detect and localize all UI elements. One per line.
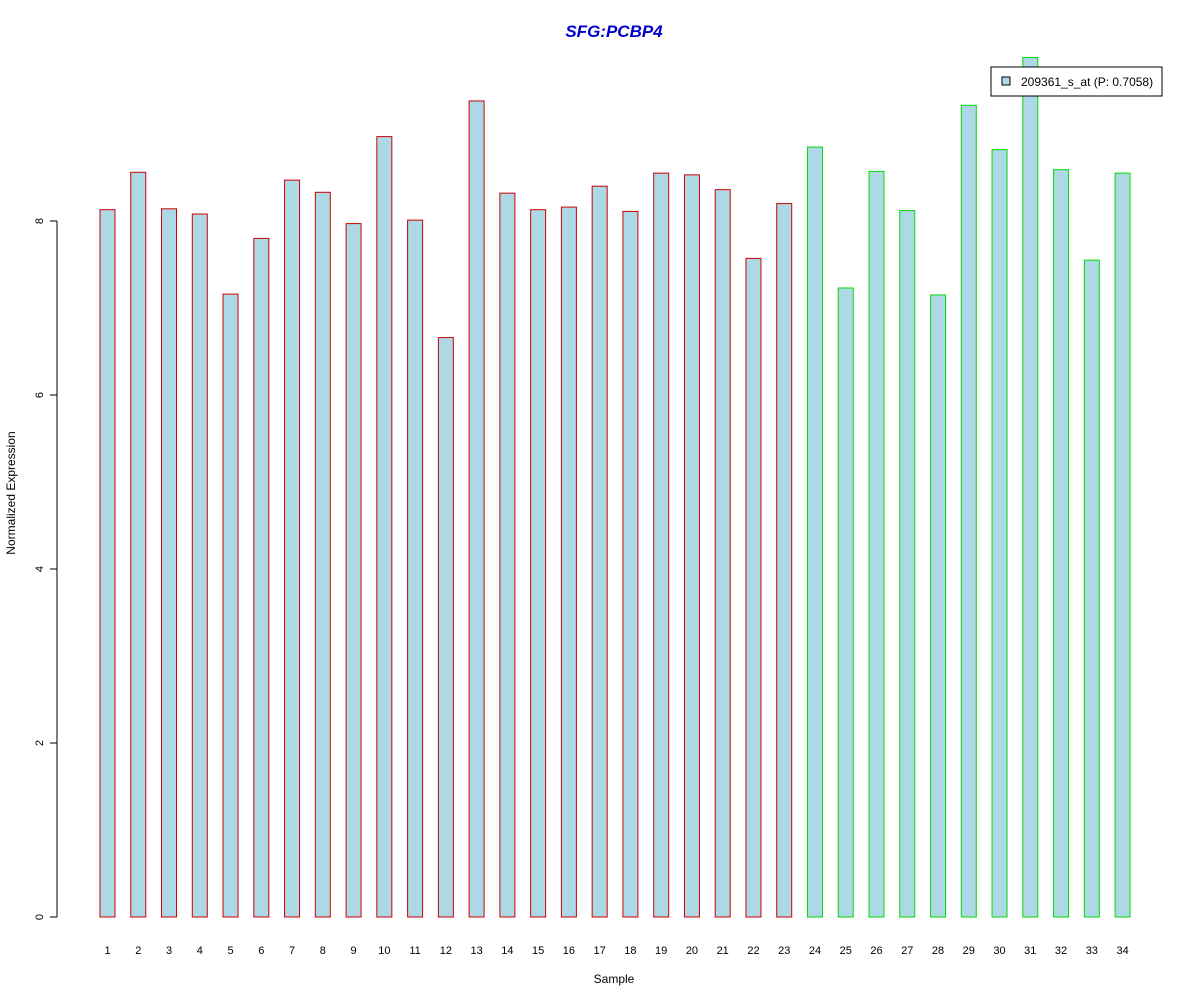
bar-sample-26 [868,170,885,918]
bar-sample-2 [130,171,147,918]
bar-sample-9 [345,223,362,918]
y-tick-label: 6 [34,392,46,398]
bar-sample-33 [1083,259,1100,918]
x-axis-label: Sample [594,972,635,986]
x-tick-label: 1 [104,945,110,957]
bar-sample-17 [591,185,608,918]
x-tick-label: 5 [227,945,233,957]
bar-sample-20 [683,174,700,918]
x-tick-label: 26 [870,945,882,957]
x-tick-label: 11 [409,945,420,957]
x-tick-label: 3 [166,945,172,957]
x-tick-label: 10 [378,945,390,957]
x-tick-label: 24 [809,945,821,957]
x-tick-label: 9 [351,945,357,957]
x-tick-label: 29 [963,945,975,957]
bar-sample-1 [99,209,116,918]
bar-sample-19 [653,172,670,918]
bar-sample-5 [222,293,239,918]
bar-sample-13 [468,100,485,918]
bar-sample-24 [806,146,823,918]
x-tick-label: 22 [747,945,759,957]
bars [99,56,1131,918]
x-tick-label: 25 [840,945,852,957]
x-tick-label: 2 [135,945,141,957]
bar-sample-23 [776,203,793,918]
legend-box [990,66,1163,97]
chart-title: SFG:PCBP4 [565,22,663,41]
x-tick-label: 34 [1116,945,1128,957]
bar-sample-27 [899,210,916,918]
bar-sample-6 [253,237,270,918]
y-axis: 0 2 4 6 8 [34,218,58,920]
y-tick-label: 0 [34,914,46,920]
bar-sample-14 [499,192,516,918]
x-tick-labels: 1 2 3 4 5 6 7 8 9 10 11 12 13 14 15 16 17 18 19 20 21 22 23 24 2… [104,945,1128,957]
x-tick-label: 12 [440,945,452,957]
legend: 209361_s_at (P: 0.7058) [990,66,1163,97]
x-tick-label: 27 [901,945,913,957]
y-tick-label: 8 [34,218,46,224]
x-tick-label: 19 [655,945,667,957]
bar-sample-22 [745,257,762,918]
bar-sample-32 [1053,169,1070,918]
bar-sample-29 [960,104,977,918]
x-tick-label: 17 [594,945,606,957]
x-tick-label: 13 [470,945,482,957]
bar-sample-34 [1114,172,1131,918]
bar-sample-25 [837,287,854,918]
y-tick-label: 2 [34,740,46,746]
x-tick-label: 4 [197,945,203,957]
bar-sample-11 [407,219,424,918]
bar-sample-12 [437,337,454,918]
x-tick-label: 30 [993,945,1005,957]
legend-swatch [1001,76,1011,86]
bar-sample-7 [284,179,301,918]
y-axis-label: Normalized Expression [4,431,18,554]
bar-sample-15 [530,209,547,918]
x-tick-label: 7 [289,945,295,957]
bar-sample-16 [560,206,577,918]
bar-sample-4 [191,213,208,918]
x-tick-label: 28 [932,945,944,957]
x-tick-label: 18 [624,945,636,957]
x-tick-label: 8 [320,945,326,957]
bar-sample-10 [376,136,393,918]
x-tick-label: 23 [778,945,790,957]
x-tick-label: 16 [563,945,575,957]
x-tick-label: 14 [501,945,513,957]
y-tick-label: 4 [34,566,46,572]
x-tick-label: 31 [1024,945,1036,957]
bar-sample-21 [714,189,731,918]
bar-sample-30 [991,149,1008,918]
x-tick-label: 15 [532,945,544,957]
x-tick-label: 33 [1086,945,1098,957]
x-tick-label: 32 [1055,945,1067,957]
bar-sample-8 [314,191,331,918]
bar-sample-3 [161,208,178,918]
bar-sample-18 [622,210,639,918]
x-tick-label: 6 [258,945,264,957]
x-tick-label: 21 [717,945,729,957]
bar-sample-28 [930,294,947,918]
bar-sample-31 [1022,56,1039,918]
legend-label: 209361_s_at (P: 0.7058) [1021,75,1153,89]
x-tick-label: 20 [686,945,698,957]
